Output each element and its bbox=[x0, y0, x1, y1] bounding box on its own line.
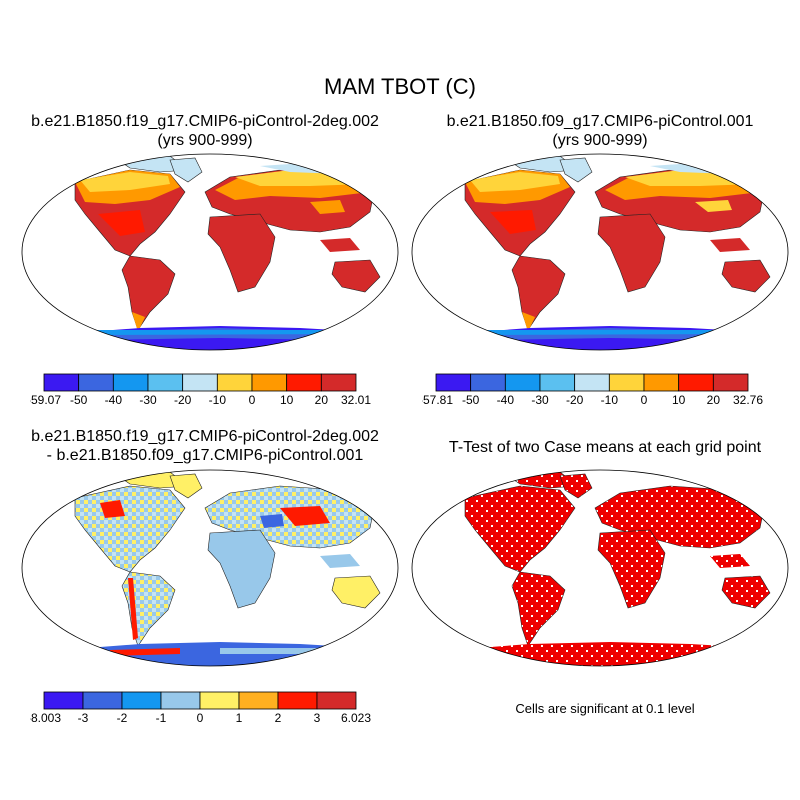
colorbar-tick-label: 20 bbox=[707, 393, 721, 406]
colorbar-swatch bbox=[78, 373, 114, 392]
map-panel-1 bbox=[21, 153, 399, 351]
colorbar-tick-label: -2 bbox=[117, 711, 128, 724]
colorbar-tick-label: -50 bbox=[462, 393, 480, 406]
map-panel-3 bbox=[21, 469, 399, 667]
colorbar-swatch bbox=[286, 373, 322, 392]
colorbar-tick-label: -10 bbox=[209, 393, 227, 406]
colorbar-swatch bbox=[316, 691, 357, 710]
colorbar-swatch bbox=[608, 373, 645, 392]
colorbar-swatch bbox=[643, 373, 680, 392]
colorbar-tick-label: 1 bbox=[236, 711, 243, 724]
colorbar-swatch bbox=[470, 373, 506, 392]
colorbar-tick-label: -30 bbox=[139, 393, 157, 406]
colorbar-tick-label: -20 bbox=[566, 393, 584, 406]
colorbar-panel-3: -8.003 -3 -2 -1 0 1 2 3 6.023 bbox=[30, 691, 371, 724]
figure-title: MAM TBOT (C) bbox=[324, 74, 476, 99]
panel-3-title: b.e21.B1850.f19_g17.CMIP6-piControl-2deg… bbox=[0, 427, 410, 465]
colorbar-swatch bbox=[712, 373, 749, 392]
colorbar-swatch bbox=[539, 373, 576, 392]
colorbar-swatch bbox=[320, 373, 357, 392]
colorbar-panel-1: -59.07 -50 -40 -30 -20 -10 0 10 20 32.01 bbox=[30, 373, 371, 406]
colorbar-tick-label: -1 bbox=[156, 711, 167, 724]
colorbar-tick-label: -10 bbox=[601, 393, 619, 406]
colorbar-tick-label: -3 bbox=[78, 711, 89, 724]
colorbar-tick-label: -57.81 bbox=[422, 393, 453, 406]
colorbar-tick-label: -40 bbox=[105, 393, 123, 406]
colorbar-swatch bbox=[82, 691, 123, 710]
colorbar-swatch bbox=[216, 373, 253, 392]
colorbar-swatch bbox=[238, 691, 279, 710]
colorbar-tick-label: 0 bbox=[641, 393, 648, 406]
colorbar-swatch bbox=[678, 373, 714, 392]
colorbar-tick-label: 0 bbox=[249, 393, 256, 406]
colorbar-swatch bbox=[160, 691, 201, 710]
colorbar-swatch bbox=[504, 373, 541, 392]
colorbar-tick-label: -59.07 bbox=[30, 393, 61, 406]
significance-note: Cells are significant at 0.1 level bbox=[515, 701, 695, 716]
colorbar-swatch bbox=[199, 691, 240, 710]
colorbar-tick-label: 20 bbox=[315, 393, 329, 406]
colorbar-swatch bbox=[147, 373, 184, 392]
map-panel-4 bbox=[411, 469, 789, 667]
panel-3-title-line-1: b.e21.B1850.f19_g17.CMIP6-piControl-2deg… bbox=[31, 428, 379, 445]
colorbar-swatch bbox=[43, 691, 84, 710]
colorbar-swatch bbox=[277, 691, 318, 710]
panel-2-title-line-2: (yrs 900-999) bbox=[552, 132, 648, 149]
colorbar-tick-label: 2 bbox=[275, 711, 282, 724]
colorbar-swatch bbox=[121, 691, 162, 710]
panel-1-title-line-2: (yrs 900-999) bbox=[157, 132, 253, 149]
colorbar-tick-label: -50 bbox=[70, 393, 88, 406]
colorbar-tick-label: 32.76 bbox=[733, 393, 763, 406]
colorbar-swatch bbox=[435, 373, 472, 392]
colorbar-tick-label: 10 bbox=[280, 393, 294, 406]
panel-4-title: T-Test of two Case means at each grid po… bbox=[448, 439, 762, 456]
panel-2-title-line-1: b.e21.B1850.f09_g17.CMIP6-piControl.001 bbox=[446, 113, 754, 130]
colorbar-swatch bbox=[112, 373, 149, 392]
colorbar-swatch bbox=[574, 373, 610, 392]
colorbar-panel-2: -57.81 -50 -40 -30 -20 -10 0 10 20 32.76 bbox=[422, 373, 763, 406]
colorbar-tick-label: -30 bbox=[531, 393, 549, 406]
colorbar-tick-label: 3 bbox=[314, 711, 321, 724]
colorbar-tick-label: -40 bbox=[497, 393, 515, 406]
colorbar-tick-label: -20 bbox=[174, 393, 192, 406]
colorbar-tick-label: 0 bbox=[197, 711, 204, 724]
colorbar-tick-label: 32.01 bbox=[341, 393, 371, 406]
colorbar-tick-label: -8.003 bbox=[30, 711, 61, 724]
panel-1-title: b.e21.B1850.f19_g17.CMIP6-piControl-2deg… bbox=[0, 112, 410, 150]
colorbar-tick-label: 10 bbox=[672, 393, 686, 406]
panel-3-title-line-2: - b.e21.B1850.f09_g17.CMIP6-piControl.00… bbox=[46, 447, 364, 464]
colorbar-swatch bbox=[251, 373, 288, 392]
colorbar-swatch bbox=[182, 373, 218, 392]
panel-2-title: b.e21.B1850.f09_g17.CMIP6-piControl.001 … bbox=[395, 112, 800, 150]
map-panel-2 bbox=[411, 153, 789, 351]
panel-1-title-line-1: b.e21.B1850.f19_g17.CMIP6-piControl-2deg… bbox=[31, 113, 379, 130]
colorbar-tick-label: 6.023 bbox=[341, 711, 371, 724]
colorbar-swatch bbox=[43, 373, 80, 392]
